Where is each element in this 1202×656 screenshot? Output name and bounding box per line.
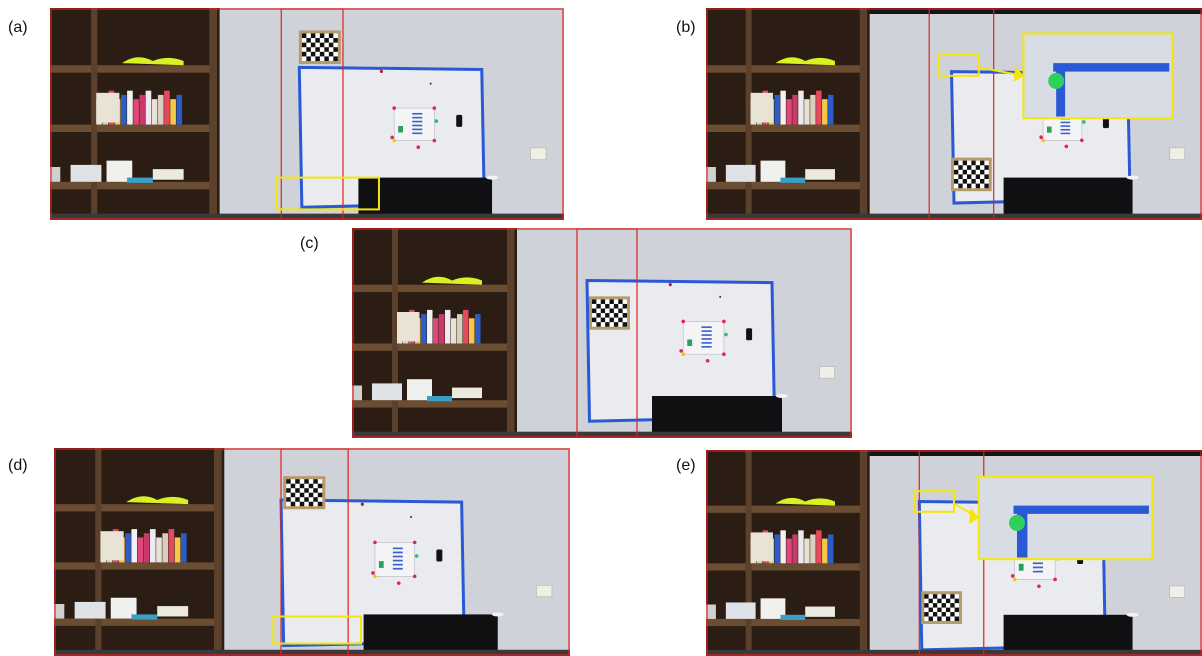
panel-a-label: (a) (8, 19, 28, 36)
panel-b-photo (706, 8, 1202, 220)
panel-d-photo (54, 448, 570, 656)
panel-c-label: (c) (300, 235, 319, 252)
scene-image (50, 8, 564, 220)
panel-a-photo (50, 8, 564, 220)
panel-e-photo (706, 450, 1202, 656)
panel-d-label: (d) (8, 457, 28, 474)
scene-image (352, 228, 852, 438)
panel-b-label: (b) (676, 19, 696, 36)
scene-image (54, 448, 570, 656)
panel-e-label: (e) (676, 457, 696, 474)
scene-image (706, 8, 1202, 220)
panel-c-photo (352, 228, 852, 438)
scene-image (706, 450, 1202, 656)
